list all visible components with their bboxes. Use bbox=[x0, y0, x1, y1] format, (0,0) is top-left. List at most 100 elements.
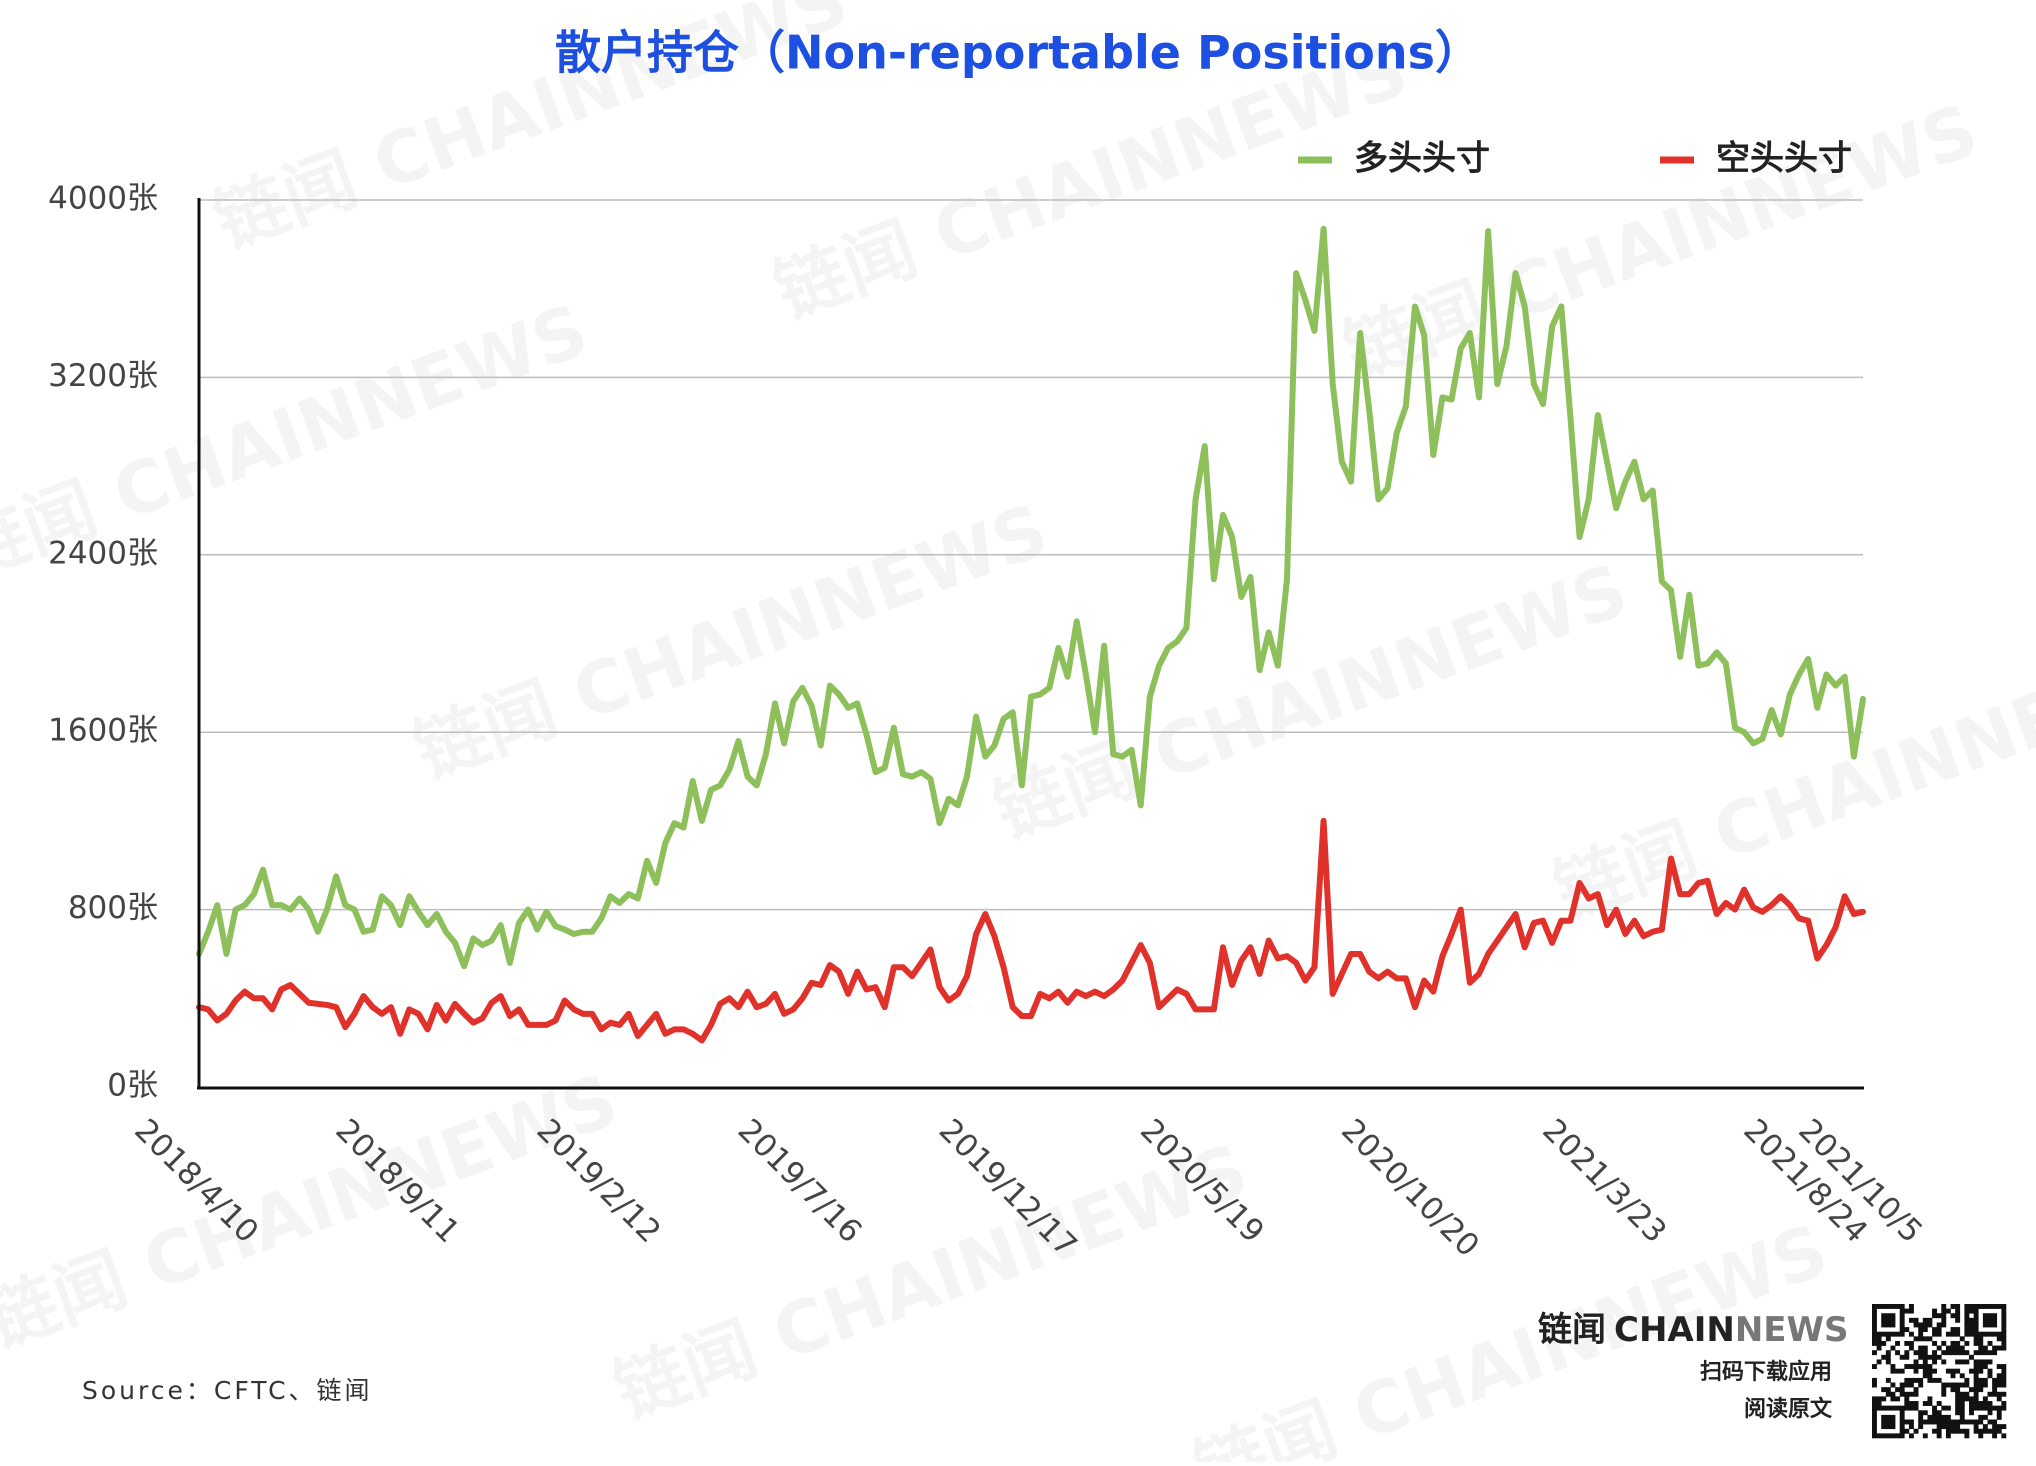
qr-cell bbox=[1881, 1419, 1887, 1425]
qr-cell bbox=[1973, 1377, 1979, 1383]
qr-cell bbox=[1955, 1382, 1961, 1388]
qr-cell bbox=[1922, 1354, 1928, 1360]
qr-cell bbox=[1918, 1377, 1924, 1383]
qr-cell bbox=[2001, 1433, 2007, 1439]
qr-cell bbox=[1913, 1405, 1919, 1411]
qr-cell bbox=[1969, 1368, 1974, 1374]
qr-cell bbox=[1918, 1364, 1924, 1369]
qr-cell bbox=[1969, 1327, 1974, 1333]
qr-cell bbox=[1950, 1350, 1956, 1356]
qr-cell bbox=[1918, 1336, 1924, 1342]
qr-cell bbox=[2001, 1313, 2007, 1319]
qr-cell bbox=[1973, 1424, 1979, 1430]
qr-cell bbox=[1941, 1405, 1947, 1411]
qr-cell bbox=[1913, 1391, 1919, 1397]
logo-cn: 链闻 bbox=[1538, 1310, 1606, 1350]
qr-cell bbox=[1969, 1410, 1974, 1416]
qr-cell bbox=[1973, 1428, 1979, 1434]
qr-cell bbox=[1964, 1327, 1970, 1333]
qr-cell bbox=[1936, 1433, 1942, 1439]
qr-cell bbox=[1872, 1304, 1877, 1309]
qr-cell bbox=[1872, 1336, 1877, 1342]
qr-cell bbox=[1899, 1327, 1905, 1333]
qr-cell bbox=[1913, 1359, 1919, 1365]
qr-cell bbox=[1964, 1313, 1970, 1319]
qr-cell bbox=[1918, 1410, 1924, 1416]
qr-cell bbox=[1885, 1313, 1891, 1319]
qr-cell bbox=[1881, 1322, 1887, 1328]
qr-cell bbox=[1908, 1382, 1914, 1388]
qr-cell bbox=[1969, 1396, 1974, 1402]
qr-cell bbox=[1913, 1317, 1919, 1323]
qr-cell bbox=[1922, 1336, 1928, 1342]
qr-cell bbox=[1908, 1364, 1914, 1369]
qr-cell bbox=[1996, 1424, 2002, 1430]
qr-cell bbox=[1890, 1405, 1896, 1411]
qr-cell bbox=[1996, 1336, 2002, 1342]
qr-cell bbox=[1899, 1433, 1905, 1439]
qr-cell bbox=[1895, 1331, 1901, 1337]
qr-cell bbox=[1885, 1405, 1891, 1411]
qr-cell bbox=[1899, 1368, 1905, 1374]
qr-cell bbox=[1927, 1396, 1933, 1402]
qr-cell bbox=[2001, 1304, 2007, 1309]
qr-cell bbox=[1899, 1382, 1905, 1388]
qr-cell bbox=[1987, 1410, 1993, 1416]
qr-cell bbox=[1959, 1359, 1965, 1365]
qr-cell bbox=[1922, 1401, 1928, 1406]
qr-cell bbox=[1959, 1345, 1965, 1351]
qr-cell bbox=[1885, 1433, 1891, 1439]
qr-cell bbox=[1872, 1327, 1877, 1333]
qr-cell bbox=[1969, 1331, 1974, 1337]
qr-cell bbox=[1987, 1322, 1993, 1328]
qr-cell bbox=[1978, 1304, 1984, 1309]
qr-cell bbox=[1950, 1368, 1956, 1374]
qr-cell bbox=[1913, 1364, 1919, 1369]
qr-cell bbox=[1955, 1331, 1961, 1337]
qr-cell bbox=[1941, 1391, 1947, 1397]
qr-cell bbox=[1932, 1368, 1937, 1374]
qr-cell bbox=[1872, 1364, 1877, 1369]
qr-cell bbox=[1936, 1428, 1942, 1434]
qr-cell bbox=[2001, 1340, 2007, 1346]
qr-cell bbox=[1973, 1350, 1979, 1356]
qr-cell bbox=[1908, 1308, 1914, 1314]
qr-cell bbox=[1950, 1340, 1956, 1346]
qr-cell bbox=[1872, 1414, 1877, 1420]
qr-cell bbox=[1959, 1391, 1965, 1397]
qr-cell bbox=[1932, 1308, 1937, 1314]
qr-cell bbox=[1918, 1419, 1924, 1425]
qr-cell bbox=[1941, 1419, 1947, 1425]
qr-cell bbox=[1904, 1382, 1910, 1388]
qr-cell bbox=[1904, 1428, 1910, 1434]
qr-cell bbox=[1872, 1377, 1877, 1383]
qr-cell bbox=[1992, 1322, 1998, 1328]
qr-cell bbox=[1964, 1359, 1970, 1365]
chart-title: 散户持仓（Non-reportable Positions） bbox=[555, 26, 1481, 80]
qr-cell bbox=[1955, 1340, 1961, 1346]
y-tick-label: 2400张 bbox=[48, 535, 158, 571]
qr-cell bbox=[1908, 1401, 1914, 1406]
qr-cell bbox=[1973, 1308, 1979, 1314]
qr-cell bbox=[1936, 1354, 1942, 1360]
qr-cell bbox=[2001, 1373, 2007, 1379]
qr-cell bbox=[1881, 1313, 1887, 1319]
qr-cell bbox=[1955, 1424, 1961, 1430]
qr-cell bbox=[1982, 1313, 1988, 1319]
qr-cell bbox=[1918, 1322, 1924, 1328]
qr-cell bbox=[1973, 1359, 1979, 1365]
qr-cell bbox=[2001, 1368, 2007, 1374]
qr-cell bbox=[1899, 1428, 1905, 1434]
y-tick-label: 0张 bbox=[107, 1068, 158, 1104]
qr-cell bbox=[1908, 1405, 1914, 1411]
qr-cell bbox=[1955, 1313, 1961, 1319]
qr-cell bbox=[1881, 1304, 1887, 1309]
legend-label: 空头头寸 bbox=[1716, 139, 1852, 179]
qr-cell bbox=[1890, 1331, 1896, 1337]
qr-cell bbox=[1955, 1428, 1961, 1434]
qr-cell bbox=[1969, 1419, 1974, 1425]
qr-cell bbox=[1904, 1401, 1910, 1406]
qr-cell bbox=[1932, 1428, 1937, 1434]
qr-cell bbox=[1950, 1428, 1956, 1434]
qr-cell bbox=[1950, 1331, 1956, 1337]
